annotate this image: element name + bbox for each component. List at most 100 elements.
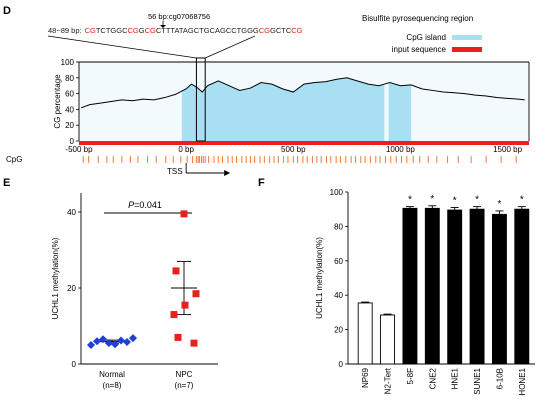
panel-d-plot: 0 20 40 60 80 100 -500 bp 0 bp 500 bp 1000 bp 1500… — [47, 21, 530, 176]
y-axis-label: UCHL1 methylation(%) — [51, 237, 60, 319]
x-tick-label: 1000 bp — [386, 145, 415, 154]
cg-percentage-line — [80, 77, 525, 109]
y-tick-label: 60 — [65, 90, 74, 99]
significance-star: * — [520, 195, 524, 206]
y-axis-label: UCHL1 methylation(%) — [315, 237, 324, 319]
y-tick-label: 20 — [334, 326, 343, 335]
cg-site-arrowhead — [160, 25, 166, 28]
y-tick-label: 100 — [330, 188, 344, 197]
data-point-normal — [123, 337, 131, 346]
x-tick-label: -500 bp — [65, 145, 93, 154]
sequence-segment: TCTGGC — [96, 26, 128, 35]
bar — [357, 302, 373, 365]
callout-right — [205, 35, 256, 59]
data-point-npc — [190, 339, 198, 347]
data-point-normal — [111, 340, 119, 349]
legend-swatch — [452, 47, 482, 52]
panel-f-letter: F — [258, 177, 265, 189]
data-point-normal — [99, 335, 107, 344]
sequence-segment: GCTC — [270, 26, 292, 35]
bar — [491, 213, 507, 365]
category-label: SUNE1 — [473, 367, 482, 394]
sequence-segment: CG — [291, 26, 302, 35]
data-point-normal — [93, 337, 101, 346]
y-tick-label: 40 — [67, 208, 76, 217]
bisulfite-region-box — [195, 57, 206, 142]
cpg-track-label: CpG — [6, 155, 22, 164]
data-point-npc — [181, 301, 189, 309]
category-label: 6-10B — [495, 368, 504, 389]
significance-star: * — [475, 195, 479, 206]
pvalue-label: P=0.041 — [128, 200, 162, 210]
y-tick-label: 100 — [61, 58, 75, 67]
significance-star: * — [408, 195, 412, 206]
y-tick-label: 0 — [339, 360, 344, 369]
data-point-npc — [192, 290, 200, 298]
x-tick-label: 500 bp — [281, 145, 306, 154]
significance-star: * — [497, 199, 501, 210]
callout-left — [47, 35, 197, 59]
bar — [514, 208, 530, 365]
group-count-label: (n=8) — [103, 381, 122, 390]
sequence-segment: CG — [145, 26, 156, 35]
cg-site-label: 56 bp:cg07068756 — [148, 12, 210, 21]
pvalue-prefix: P — [128, 200, 134, 210]
panel-f-plot: 0 20 40 60 80 100 UCHL1 methylation(%) NP69 N2-T… — [315, 188, 535, 396]
category-label: HONE1 — [518, 367, 527, 395]
y-tick-label: 40 — [334, 291, 343, 300]
category-label: HNE1 — [451, 367, 460, 389]
panel-d-letter: D — [3, 5, 11, 17]
y-tick-label: 40 — [65, 105, 74, 114]
y-tick-label: 60 — [334, 257, 343, 266]
data-point-npc — [172, 267, 180, 275]
category-label: NP69 — [361, 367, 370, 388]
sequence-segment: CG — [259, 26, 270, 35]
panel-e-letter: E — [3, 177, 10, 189]
x-tick-label: 1500 bp — [493, 145, 522, 154]
legend-d: CpG island input sequence — [392, 33, 482, 54]
bar — [469, 208, 485, 365]
sequence-line: 48~89 bp: CGTCTGGCCGGCGCTTTATAGCTGCAGCCTG… — [48, 26, 303, 35]
y-axis-label: CG percentage — [53, 74, 62, 129]
significance-star: * — [430, 194, 434, 205]
legend-label: input sequence — [392, 45, 447, 54]
significance-star: * — [453, 195, 457, 206]
category-label: Normal — [99, 370, 125, 379]
y-tick-label: 20 — [65, 121, 74, 130]
y-tick-label: 80 — [65, 74, 74, 83]
y-tick-label: 0 — [70, 137, 75, 146]
data-point-normal — [117, 336, 125, 345]
sequence-segment: CG — [128, 26, 139, 35]
above-curve-mask — [81, 62, 525, 108]
legend-swatch — [452, 35, 482, 40]
sequence-segment: CG — [85, 26, 96, 35]
pvalue-rest: =0.041 — [134, 200, 162, 210]
legend-title: Bisulfite pyrosequencing region — [362, 14, 473, 23]
bar — [447, 209, 463, 365]
tss-label: TSS — [167, 167, 183, 176]
bar — [402, 207, 418, 365]
sequence-segment: G — [139, 26, 145, 35]
data-point-normal — [87, 341, 95, 349]
y-tick-label: 80 — [334, 222, 343, 231]
sequence-segment: CTTTATAGCTGCAGCCTGGG — [156, 26, 259, 35]
tss-arrowhead — [224, 170, 231, 176]
data-point-normal — [105, 339, 113, 348]
bar — [380, 314, 396, 365]
category-label: CNE2 — [428, 367, 437, 389]
category-label: 5-8F — [406, 368, 415, 385]
data-point-npc — [180, 210, 188, 218]
category-label: NPC — [176, 370, 193, 379]
data-point-npc — [170, 311, 178, 319]
category-label: N2-Tert — [384, 367, 393, 394]
x-tick-label: 0 bp — [178, 145, 194, 154]
input-sequence-bar — [79, 141, 529, 145]
data-point-npc — [174, 333, 182, 341]
sequence-range: 48~89 bp: — [48, 26, 82, 35]
data-point-normal — [129, 334, 137, 343]
legend-label: CpG island — [406, 33, 446, 42]
y-tick-label: 0 — [72, 360, 77, 369]
y-tick-label: 20 — [67, 284, 76, 293]
group-count-label: (n=7) — [175, 381, 194, 390]
